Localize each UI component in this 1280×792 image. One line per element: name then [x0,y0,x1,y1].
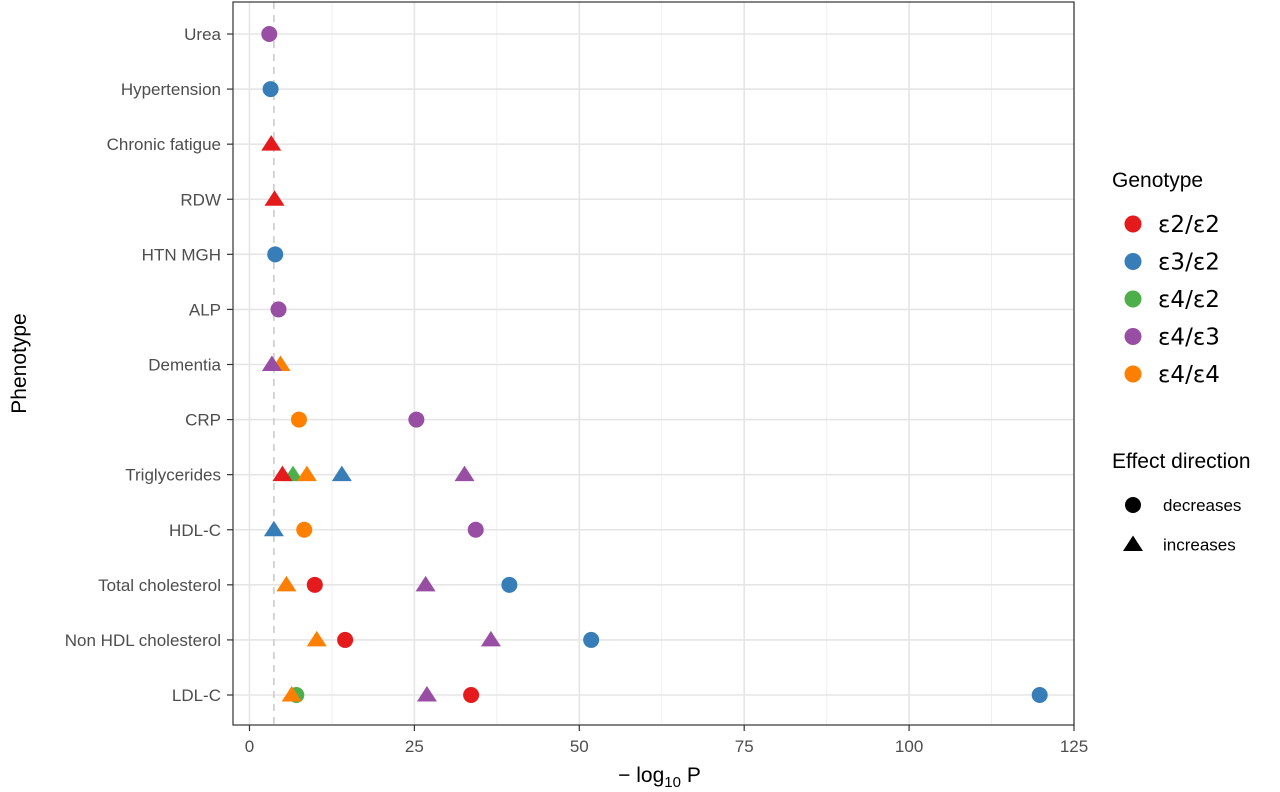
data-point-triangle [264,190,285,206]
y-tick-label: ALP [189,300,221,319]
legend-key-circle [1124,253,1142,270]
legend-label: ε4/ε3 [1158,325,1220,351]
y-tick-label: Non HDL cholesterol [65,631,221,650]
x-axis-title-prefix: − log [618,764,664,787]
data-point-triangle [331,465,352,482]
x-axis: 0 25 50 75 100 125 [245,725,1088,756]
legend-label: decreases [1163,496,1241,515]
data-point-circle [261,26,278,42]
legend-key-circle [1124,215,1142,233]
effect-direction-legend-title: Effect direction [1112,450,1251,473]
y-tick-label: Triglycerides [125,466,221,485]
y-tick-label: Hypertension [121,80,221,99]
data-point-triangle [261,355,282,371]
y-tick-label: Chronic fatigue [107,135,221,154]
data-point-triangle [296,465,317,482]
data-point-circle [463,687,480,703]
data-point-triangle [416,686,437,702]
x-axis-title-suffix: P [681,764,701,787]
data-points [261,26,1048,703]
data-point-circle [467,521,484,538]
y-tick-label: Dementia [148,356,221,375]
y-tick-label: HDL-C [169,521,221,540]
y-tick-label: Urea [184,25,221,44]
legend-label: ε4/ε2 [1158,287,1220,313]
x-tick-label: 100 [895,737,923,756]
data-point-triangle [261,135,282,151]
gridlines [233,2,1075,725]
legend-key-triangle [1123,535,1143,551]
data-point-circle [262,81,279,98]
y-axis-title: Phenotype [8,313,31,413]
data-point-circle [501,576,518,593]
data-point-circle [290,411,307,428]
data-point-triangle [415,575,436,592]
legend-key-circle [1124,365,1142,383]
data-point-triangle [272,465,293,482]
y-tick-label: LDL-C [172,686,221,705]
legend-label: ε3/ε2 [1158,250,1220,276]
x-tick-label: 0 [245,737,254,756]
plot-panel-border [232,1,1075,726]
legend-key-circle [1124,328,1142,345]
y-tick-label: CRP [185,411,221,430]
data-point-triangle [263,520,284,537]
genotype-legend-title: Genotype [1112,169,1203,192]
legend-label: ε2/ε2 [1158,212,1220,238]
data-point-triangle [281,686,302,702]
x-tick-label: 125 [1060,737,1088,756]
y-axis: Urea Hypertension Chronic fatigue RDW HTN MG… [65,25,233,705]
data-point-triangle [276,575,297,592]
data-point-triangle [480,630,501,647]
data-point-triangle [306,630,327,647]
data-point-circle [337,631,354,648]
data-point-circle [270,301,287,318]
x-axis-title-subscript: 10 [664,774,681,791]
data-point-circle [296,521,313,538]
data-point-triangle [454,465,475,482]
y-tick-label: RDW [180,190,221,209]
legend-label: increases [1163,536,1236,555]
genotype-legend: Genotype ε2/ε2 ε3/ε2 ε4/ε2 ε4/ε3 ε4/ε4 [1112,169,1220,388]
data-point-circle [1031,687,1048,703]
y-tick-label: HTN MGH [142,245,221,264]
legend-key-circle [1124,290,1142,308]
legend-label: ε4/ε4 [1158,362,1220,388]
data-point-circle [408,411,425,428]
data-point-circle [306,576,323,593]
data-point-circle [267,246,284,263]
x-tick-label: 25 [405,737,424,756]
x-tick-label: 75 [735,737,754,756]
x-axis-title: − log10 P [618,764,701,791]
x-tick-label: 50 [570,737,589,756]
effect-direction-legend: Effect direction decreases increases [1112,450,1251,555]
y-tick-label: Total cholesterol [98,576,221,595]
data-point-circle [583,631,600,648]
legend-key-circle [1125,497,1141,513]
